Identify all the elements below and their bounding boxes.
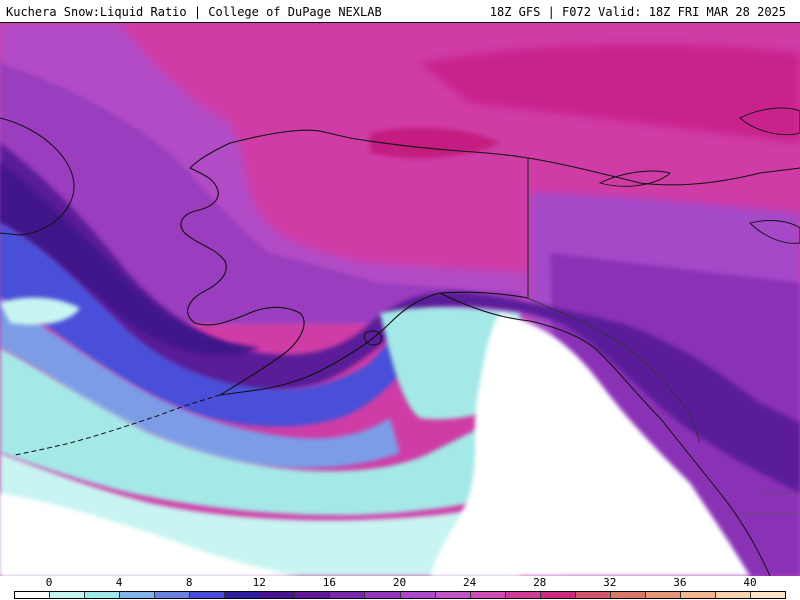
colorbar-swatch xyxy=(225,592,261,598)
colorbar-swatch xyxy=(15,592,51,598)
colorbar-tick-label: 28 xyxy=(533,576,547,589)
alaska-coastline xyxy=(180,129,529,396)
panhandle-border xyxy=(527,297,701,444)
colorbar-tick-label: 4 xyxy=(115,576,123,589)
colorbar-swatch xyxy=(190,592,226,598)
field-deep-magenta-north xyxy=(420,44,800,143)
colorbar-swatch xyxy=(435,592,471,598)
colorbar-swatch xyxy=(295,592,331,598)
map-panel[interactable] xyxy=(0,23,800,576)
field-violet xyxy=(0,63,520,323)
field-indigo-core xyxy=(0,163,260,355)
field-blue-band xyxy=(0,223,420,427)
header-bar: Kuchera Snow:Liquid Ratio | College of D… xyxy=(0,0,800,23)
colorbar-swatch xyxy=(715,592,751,598)
colorbar-swatch xyxy=(400,592,436,598)
product-title: Kuchera Snow:Liquid Ratio | College of D… xyxy=(6,5,382,19)
field-white-low xyxy=(430,313,750,576)
field-deep-magenta-core xyxy=(370,127,500,159)
field-cyan-west-patch xyxy=(0,297,80,325)
canada-arctic-coast xyxy=(527,157,800,186)
arctic-island xyxy=(598,170,671,187)
colorbar-tick-label: 40 xyxy=(743,576,757,589)
colorbar-tick-label: 32 xyxy=(603,576,617,589)
colorbar-swatch xyxy=(575,592,611,598)
colorbar-tick-label: 0 xyxy=(45,576,53,589)
colorbar-swatch xyxy=(330,592,366,598)
colorbar-swatch xyxy=(260,592,296,598)
arctic-island-2 xyxy=(739,107,800,136)
colorbar-swatch xyxy=(50,592,86,598)
colorbar-swatch xyxy=(610,592,646,598)
colorbar-swatch xyxy=(365,592,401,598)
colorbar-swatch xyxy=(645,592,681,598)
colorbar-tick-label: 20 xyxy=(392,576,407,589)
colorbar-swatch xyxy=(540,592,576,598)
colorbar-swatch xyxy=(470,592,506,598)
colorbar-swatches xyxy=(14,591,786,599)
run-valid-time: 18Z GFS | F072 Valid: 18Z FRI MAR 28 202… xyxy=(489,5,786,19)
colorbar-swatch xyxy=(85,592,121,598)
colorbar-tick-label: 36 xyxy=(673,576,687,589)
field-white-sw xyxy=(0,493,300,576)
field-cyan xyxy=(0,348,520,516)
colorbar-swatch xyxy=(680,592,716,598)
colorbar: 0 4 8 12 16 20 24 28 32 36 40 xyxy=(0,576,800,600)
kodiak-island xyxy=(363,330,382,346)
bc-coastline xyxy=(439,292,771,576)
colorbar-swatch xyxy=(120,592,156,598)
colorbar-tick-label: 24 xyxy=(462,576,477,589)
field-light-blue xyxy=(0,298,400,469)
arctic-island-3 xyxy=(749,220,800,244)
chukotka-coast xyxy=(0,117,75,236)
snow-ratio-map xyxy=(0,23,800,576)
colorbar-tick-label: 16 xyxy=(322,576,337,589)
colorbar-tick-label: 12 xyxy=(252,576,266,589)
colorbar-swatch xyxy=(750,592,786,598)
colorbar-tick-label: 8 xyxy=(185,576,193,589)
colorbar-swatch xyxy=(155,592,191,598)
colorbar-swatch xyxy=(505,592,541,598)
aleutian-islands xyxy=(14,394,221,456)
